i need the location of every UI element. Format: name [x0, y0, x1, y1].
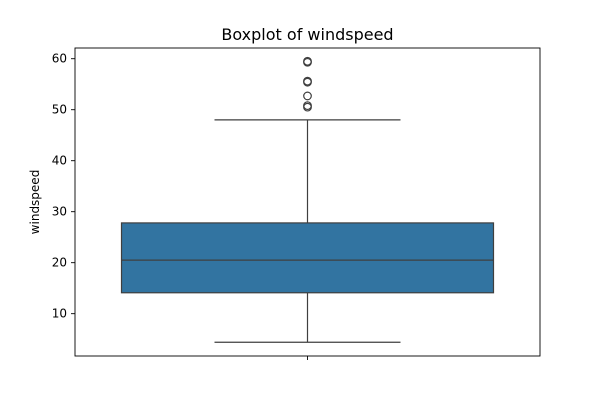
y-tick-label: 40: [52, 154, 67, 168]
y-tick-label: 30: [52, 205, 67, 219]
plot-area: 10 20 30 40 50 60: [52, 47, 541, 360]
y-tick-label: 60: [52, 52, 67, 66]
outlier-point: [303, 101, 312, 111]
y-tick-label: 20: [52, 256, 67, 270]
outlier-point: [303, 76, 312, 86]
iqr-box: [120, 222, 495, 294]
outlier-point: [303, 56, 312, 66]
chart-title: Boxplot of windspeed: [221, 25, 393, 44]
y-tick-label: 10: [52, 307, 67, 321]
outlier-point: [303, 91, 312, 101]
y-axis-label: windspeed: [28, 170, 42, 235]
y-tick-label: 50: [52, 103, 67, 117]
